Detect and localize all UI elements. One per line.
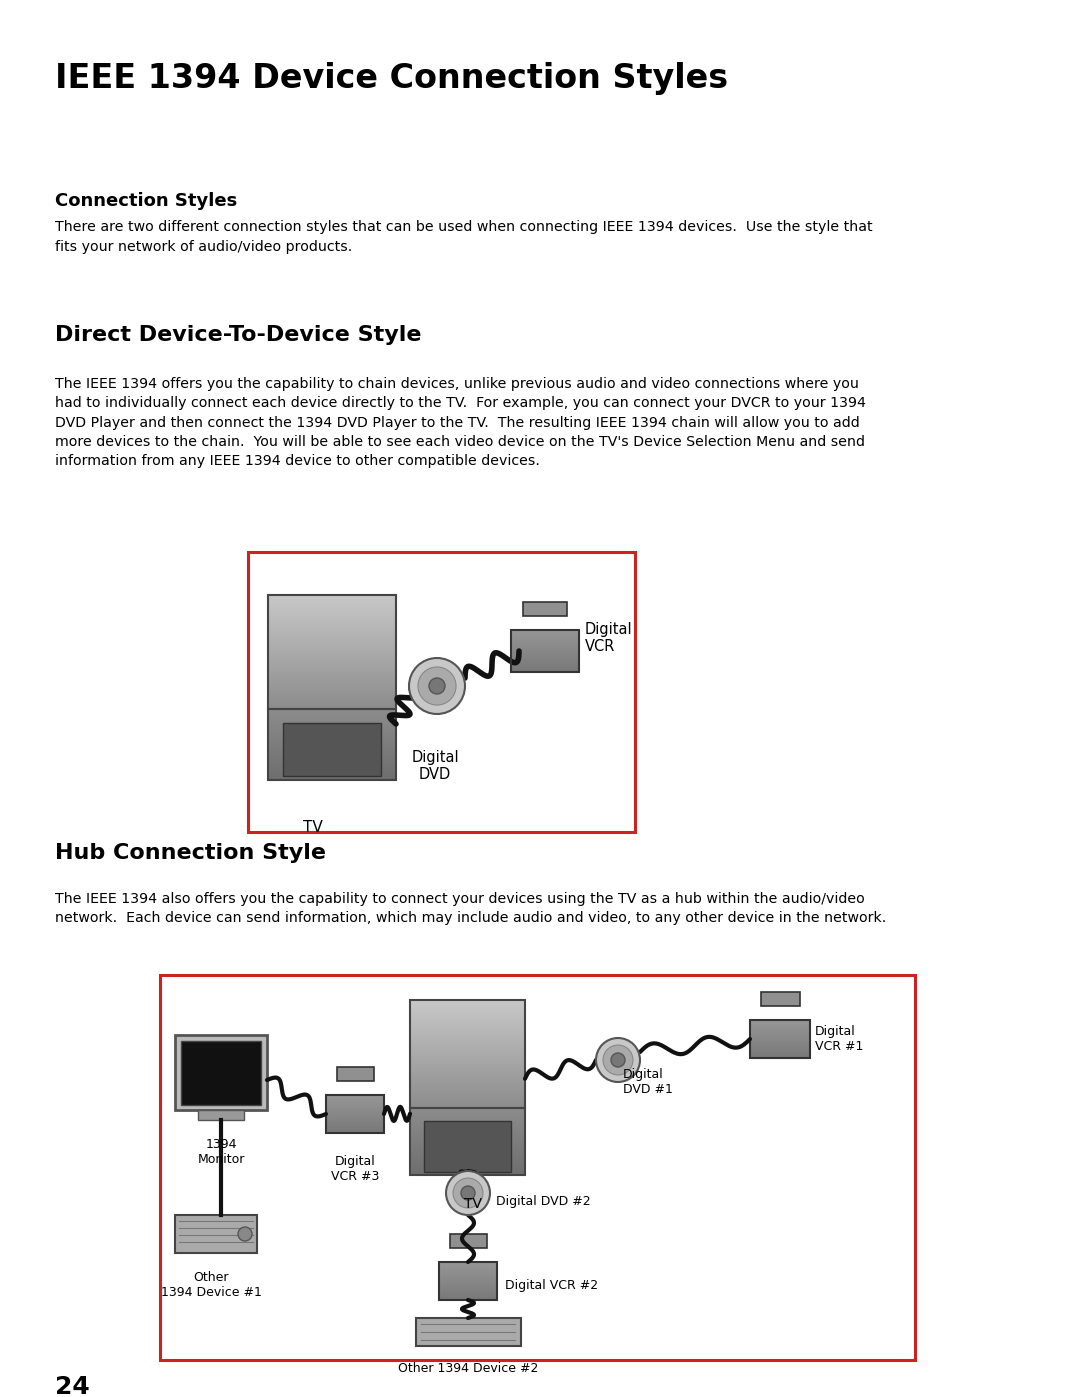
- Bar: [175, 1215, 257, 1253]
- Text: Connection Styles: Connection Styles: [55, 191, 238, 210]
- Bar: [337, 1067, 374, 1081]
- Circle shape: [611, 1053, 625, 1067]
- Text: Digital
VCR: Digital VCR: [585, 622, 633, 654]
- Bar: [268, 595, 396, 710]
- Bar: [523, 602, 567, 616]
- Circle shape: [238, 1227, 252, 1241]
- Text: 1394
Monitor: 1394 Monitor: [198, 1139, 245, 1166]
- Bar: [438, 1261, 497, 1301]
- Bar: [160, 975, 915, 1361]
- Text: The IEEE 1394 offers you the capability to chain devices, unlike previous audio : The IEEE 1394 offers you the capability …: [55, 377, 866, 468]
- Bar: [511, 630, 579, 672]
- Bar: [198, 1111, 244, 1120]
- Bar: [326, 1095, 384, 1133]
- Text: Digital
VCR #1: Digital VCR #1: [815, 1025, 863, 1053]
- Circle shape: [461, 1186, 475, 1200]
- Bar: [450, 1234, 487, 1248]
- Bar: [423, 1122, 511, 1172]
- Text: There are two different connection styles that can be used when connecting IEEE : There are two different connection style…: [55, 219, 873, 253]
- Bar: [416, 1317, 521, 1345]
- Text: Direct Device-To-Device Style: Direct Device-To-Device Style: [55, 326, 421, 345]
- Text: The IEEE 1394 also offers you the capability to connect your devices using the T: The IEEE 1394 also offers you the capabi…: [55, 893, 887, 925]
- Text: Other
1394 Device #1: Other 1394 Device #1: [161, 1271, 261, 1299]
- Bar: [283, 724, 380, 777]
- Circle shape: [429, 678, 445, 694]
- Text: Digital
DVD #1: Digital DVD #1: [623, 1067, 673, 1097]
- Text: TV: TV: [302, 820, 323, 835]
- Text: Hub Connection Style: Hub Connection Style: [55, 842, 326, 863]
- Text: Digital VCR #2: Digital VCR #2: [505, 1280, 598, 1292]
- Circle shape: [603, 1045, 633, 1074]
- Text: TV: TV: [464, 1197, 483, 1211]
- Bar: [248, 552, 635, 833]
- Bar: [761, 992, 800, 1006]
- Circle shape: [409, 658, 465, 714]
- Text: Digital
DVD: Digital DVD: [411, 750, 459, 782]
- Bar: [750, 1020, 810, 1058]
- Bar: [410, 1108, 525, 1175]
- Circle shape: [418, 666, 456, 705]
- Bar: [181, 1041, 261, 1105]
- Text: Digital DVD #2: Digital DVD #2: [496, 1194, 591, 1207]
- Text: Other 1394 Device #2: Other 1394 Device #2: [397, 1362, 538, 1375]
- Bar: [410, 1000, 525, 1108]
- Text: 24: 24: [55, 1375, 90, 1397]
- Text: Digital
VCR #3: Digital VCR #3: [330, 1155, 379, 1183]
- Bar: [268, 710, 396, 780]
- Text: IEEE 1394 Device Connection Styles: IEEE 1394 Device Connection Styles: [55, 61, 728, 95]
- Circle shape: [446, 1171, 490, 1215]
- Circle shape: [596, 1038, 640, 1083]
- Circle shape: [453, 1178, 483, 1208]
- Bar: [175, 1035, 267, 1111]
